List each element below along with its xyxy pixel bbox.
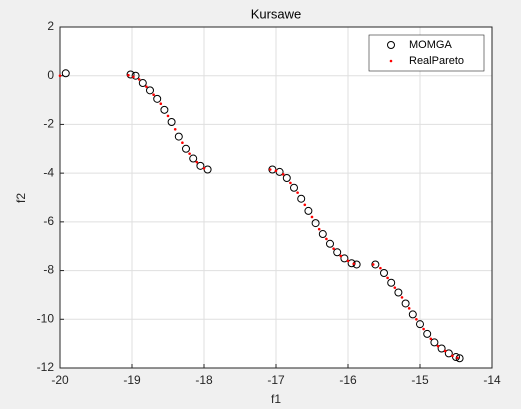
x-tick-label: -17: [267, 373, 285, 387]
point: [326, 239, 334, 248]
y-tick-label: -8: [43, 263, 54, 277]
point: [332, 247, 335, 250]
point: [167, 117, 176, 126]
point: [387, 278, 396, 287]
point: [268, 168, 272, 171]
point: [274, 169, 278, 173]
point: [325, 237, 328, 241]
point: [61, 69, 70, 78]
point: [393, 286, 397, 289]
point: [429, 337, 433, 341]
point: [131, 71, 140, 80]
x-tick-label: -19: [123, 373, 141, 387]
point: [456, 356, 459, 360]
point: [422, 327, 425, 331]
point: [339, 254, 343, 258]
point: [127, 73, 130, 77]
point: [152, 93, 155, 97]
point: [451, 354, 454, 358]
point: [289, 181, 292, 185]
y-tick-label: -12: [37, 360, 55, 374]
y-tick-label: -2: [43, 117, 54, 131]
point: [379, 266, 382, 270]
point: [160, 105, 169, 114]
point: [437, 344, 446, 353]
point: [317, 227, 321, 231]
point: [408, 310, 417, 319]
point: [297, 194, 306, 203]
point: [416, 320, 424, 329]
point: [195, 160, 199, 164]
y-tick-label: -4: [43, 165, 54, 179]
point: [347, 259, 356, 268]
point: [401, 299, 410, 308]
point: [282, 174, 291, 183]
point: [310, 215, 314, 219]
point: [182, 144, 190, 153]
point: [303, 203, 307, 207]
legend-label: MOMGA: [409, 39, 452, 51]
point: [174, 132, 183, 141]
point: [436, 344, 440, 348]
point: [290, 183, 298, 192]
point: [159, 102, 163, 106]
point: [394, 288, 403, 297]
point: [146, 86, 154, 95]
point: [352, 262, 356, 266]
point: [380, 269, 388, 278]
point: [400, 296, 404, 299]
point: [430, 338, 439, 347]
point: [318, 230, 327, 239]
point: [311, 219, 320, 228]
point: [132, 75, 135, 79]
axes-box: [59, 26, 493, 369]
chart-title: Kursawe: [251, 6, 302, 21]
point: [455, 354, 464, 363]
point: [346, 259, 350, 263]
point: [173, 128, 177, 131]
point: [333, 248, 342, 257]
point: [407, 307, 411, 310]
point: [189, 154, 198, 163]
point: [281, 173, 285, 176]
point: [126, 70, 135, 79]
x-tick-label: -14: [483, 373, 501, 387]
point: [138, 79, 147, 88]
legend-box: [368, 34, 485, 72]
point: [371, 263, 375, 266]
x-axis-label: f1: [271, 392, 281, 406]
y-tick-label: -6: [43, 214, 54, 228]
y-tick-label: 0: [47, 68, 54, 82]
point: [443, 349, 447, 353]
point: [296, 191, 299, 194]
legend-label: RealPareto: [409, 55, 464, 67]
point: [145, 85, 148, 88]
point: [202, 166, 206, 170]
point: [304, 206, 313, 215]
point: [386, 276, 389, 280]
point: [371, 260, 380, 269]
point: [340, 254, 349, 263]
point: [415, 317, 418, 321]
legend-marker: [387, 41, 395, 49]
point: [188, 152, 191, 155]
point: [423, 329, 432, 338]
point: [444, 349, 453, 358]
point: [137, 78, 141, 81]
x-tick-label: -18: [195, 373, 213, 387]
point: [196, 161, 205, 170]
x-tick-label: -16: [339, 373, 357, 387]
legend-marker: [389, 59, 393, 63]
y-tick-label: 2: [47, 19, 54, 33]
y-axis-label: f2: [14, 193, 28, 203]
point: [166, 114, 170, 118]
point: [153, 94, 162, 103]
point: [181, 141, 184, 144]
x-tick-label: -15: [411, 373, 429, 387]
x-tick-label: -20: [51, 373, 69, 387]
y-tick-label: -10: [37, 311, 55, 325]
point: [58, 74, 62, 78]
